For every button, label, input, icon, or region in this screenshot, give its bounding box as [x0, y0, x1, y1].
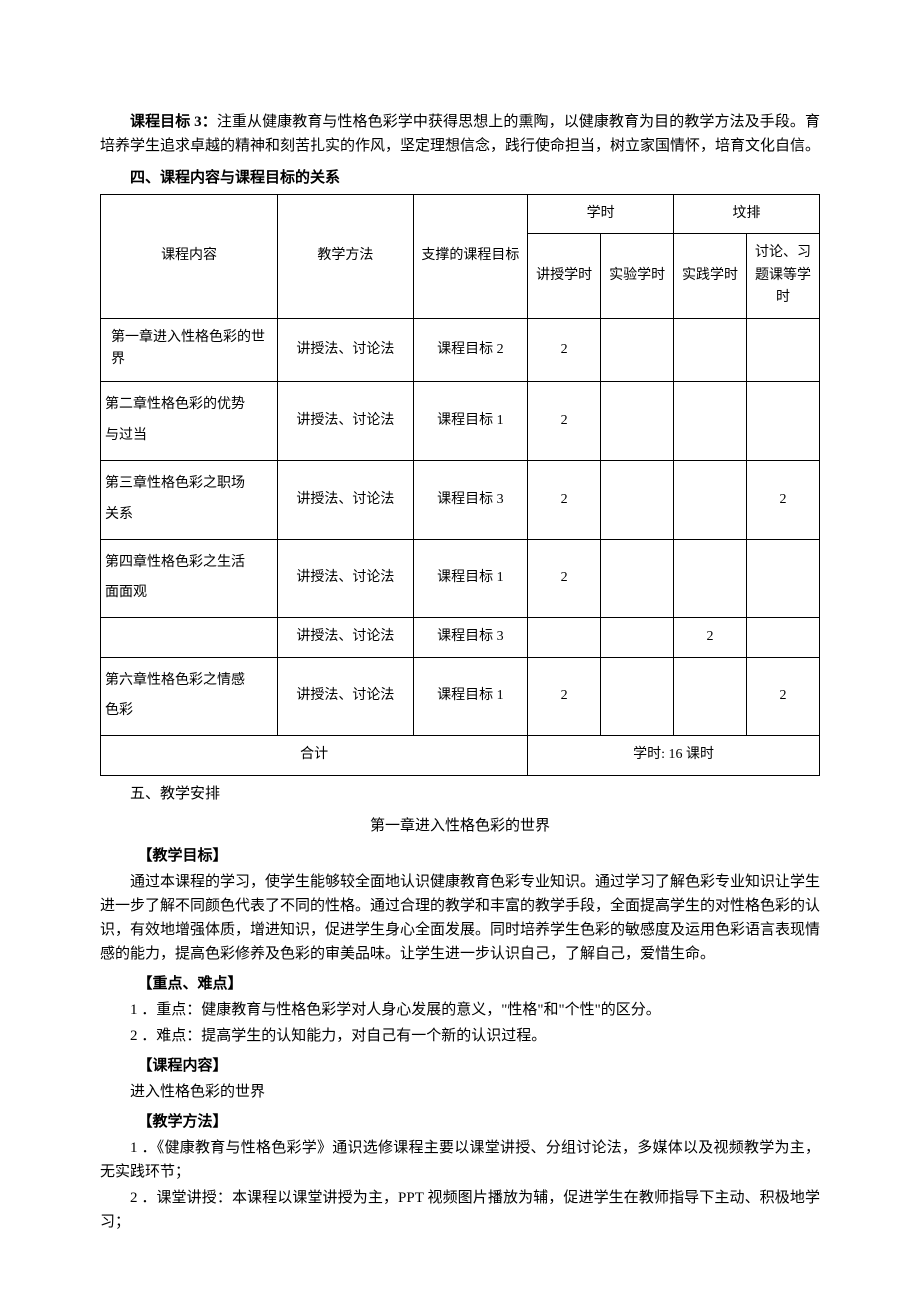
method-heading: 【教学方法】: [100, 1110, 820, 1134]
th-discuss: 讨论、习题课等学时: [747, 234, 820, 318]
keypoint-1: 1 ．重点：健康教育与性格色彩学对人身心发展的意义，"性格"和"个性"的区分。: [100, 998, 820, 1022]
cell-lecture: 2: [528, 382, 601, 461]
cell-discuss: [747, 618, 820, 657]
th-goal: 支撑的课程目标: [413, 195, 528, 319]
cell-method: 讲授法、讨论法: [278, 382, 413, 461]
cell-discuss: 2: [747, 460, 820, 539]
cell-lab: [601, 318, 674, 382]
table-row: 第二章性格色彩的优势与过当 讲授法、讨论法 课程目标 1 2: [101, 382, 820, 461]
section4-heading: 四、课程内容与课程目标的关系: [100, 166, 820, 190]
total-value: 学时: 16 课时: [528, 736, 820, 775]
chapter1-title: 第一章进入性格色彩的世界: [100, 814, 820, 838]
cell-method: 讲授法、讨论法: [278, 460, 413, 539]
th-content: 课程内容: [101, 195, 278, 319]
cell-content: [101, 618, 278, 657]
course-table: 课程内容 教学方法 支撑的课程目标 学时 坟排 讲授学时 实验学时 实践学时 讨…: [100, 194, 820, 776]
cell-discuss: [747, 318, 820, 382]
th-lab: 实验学时: [601, 234, 674, 318]
method-1: 1 ．《健康教育与性格色彩学》通识选修课程主要以课堂讲授、分组讨论法，多媒体以及…: [100, 1136, 820, 1184]
th-practice: 实践学时: [674, 234, 747, 318]
th-lecture: 讲授学时: [528, 234, 601, 318]
table-row: 第四章性格色彩之生活面面观 讲授法、讨论法 课程目标 1 2: [101, 539, 820, 618]
table-row: 第一章进入性格色彩的世界 讲授法、讨论法 课程目标 2 2: [101, 318, 820, 382]
cell-lab: [601, 460, 674, 539]
teach-goal-heading: 【教学目标】: [100, 844, 820, 868]
cell-lab: [601, 539, 674, 618]
cell-content: 第四章性格色彩之生活面面观: [101, 539, 278, 618]
cell-goal: 课程目标 3: [413, 460, 528, 539]
teach-goal-text: 通过本课程的学习，使学生能够较全面地认识健康教育色彩专业知识。通过学习了解色彩专…: [100, 870, 820, 966]
table-total-row: 合计 学时: 16 课时: [101, 736, 820, 775]
cell-lecture: 2: [528, 657, 601, 736]
method-2: 2 ．课堂讲授：本课程以课堂讲授为主，PPT 视频图片播放为辅，促进学生在教师指…: [100, 1186, 820, 1234]
cell-practice: [674, 657, 747, 736]
th-hours-1: 学时: [528, 195, 674, 234]
cell-goal: 课程目标 1: [413, 657, 528, 736]
cell-practice: [674, 539, 747, 618]
cell-lab: [601, 618, 674, 657]
cell-lecture: 2: [528, 460, 601, 539]
cell-content: 第六章性格色彩之情感色彩: [101, 657, 278, 736]
cell-discuss: [747, 382, 820, 461]
keypoints-heading: 【重点、难点】: [100, 972, 820, 996]
cell-practice: [674, 460, 747, 539]
content-heading: 【课程内容】: [100, 1054, 820, 1078]
cell-lecture: [528, 618, 601, 657]
cell-method: 讲授法、讨论法: [278, 539, 413, 618]
th-hours-2: 坟排: [674, 195, 820, 234]
cell-goal: 课程目标 2: [413, 318, 528, 382]
total-label: 合计: [101, 736, 528, 775]
keypoint-2: 2 ．难点：提高学生的认知能力，对自己有一个新的认识过程。: [100, 1024, 820, 1048]
cell-lab: [601, 382, 674, 461]
table-header-row-1: 课程内容 教学方法 支撑的课程目标 学时 坟排: [101, 195, 820, 234]
th-method: 教学方法: [278, 195, 413, 319]
cell-method: 讲授法、讨论法: [278, 318, 413, 382]
cell-goal: 课程目标 1: [413, 382, 528, 461]
cell-lecture: 2: [528, 539, 601, 618]
cell-practice: [674, 318, 747, 382]
table-row: 第三章性格色彩之职场关系 讲授法、讨论法 课程目标 3 2 2: [101, 460, 820, 539]
cell-discuss: [747, 539, 820, 618]
cell-lab: [601, 657, 674, 736]
cell-practice: [674, 382, 747, 461]
cell-method: 讲授法、讨论法: [278, 618, 413, 657]
cell-goal: 课程目标 1: [413, 539, 528, 618]
cell-content: 第二章性格色彩的优势与过当: [101, 382, 278, 461]
cell-method: 讲授法、讨论法: [278, 657, 413, 736]
cell-discuss: 2: [747, 657, 820, 736]
cell-lecture: 2: [528, 318, 601, 382]
table-row: 第六章性格色彩之情感色彩 讲授法、讨论法 课程目标 1 2 2: [101, 657, 820, 736]
goal3-para: 课程目标 3：注重从健康教育与性格色彩学中获得思想上的熏陶，以健康教育为目的教学…: [100, 110, 820, 158]
cell-practice: 2: [674, 618, 747, 657]
content-text: 进入性格色彩的世界: [100, 1080, 820, 1104]
table-row: 讲授法、讨论法 课程目标 3 2: [101, 618, 820, 657]
cell-content: 第一章进入性格色彩的世界: [101, 318, 278, 382]
section5-heading: 五、教学安排: [100, 782, 820, 806]
cell-goal: 课程目标 3: [413, 618, 528, 657]
cell-content: 第三章性格色彩之职场关系: [101, 460, 278, 539]
table-body: 第一章进入性格色彩的世界 讲授法、讨论法 课程目标 2 2 第二章性格色彩的优势…: [101, 318, 820, 775]
goal3-label: 课程目标 3：: [130, 114, 217, 130]
